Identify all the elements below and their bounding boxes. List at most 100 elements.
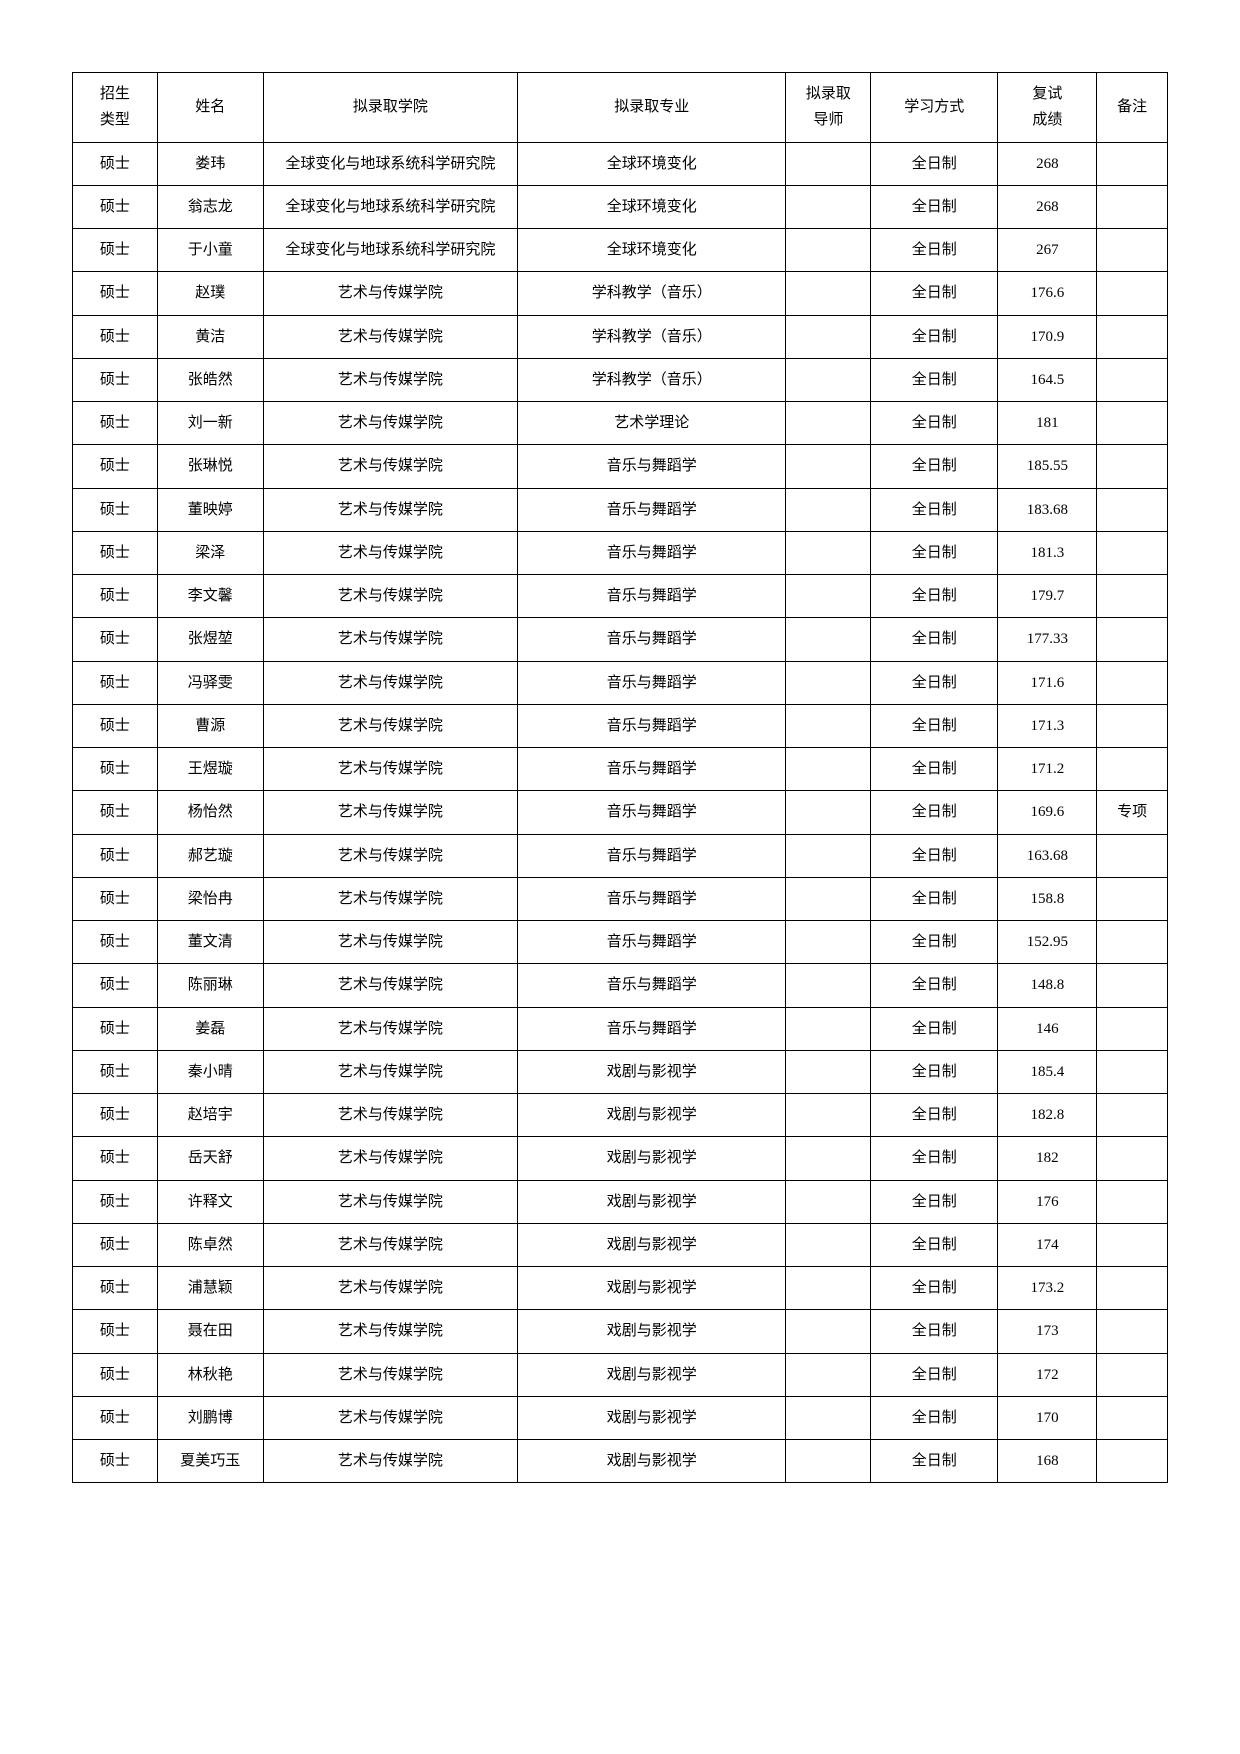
table-row: 硕士杨怡然艺术与传媒学院音乐与舞蹈学全日制169.6专项 [73, 791, 1168, 834]
cell-major: 音乐与舞蹈学 [518, 704, 786, 747]
cell-name: 聂在田 [157, 1310, 263, 1353]
header-major: 拟录取专业 [518, 73, 786, 143]
cell-major: 戏剧与影视学 [518, 1267, 786, 1310]
cell-mode: 全日制 [871, 488, 998, 531]
cell-advisor [786, 229, 871, 272]
table-row: 硕士刘一新艺术与传媒学院艺术学理论全日制181 [73, 402, 1168, 445]
cell-advisor [786, 272, 871, 315]
cell-major: 戏剧与影视学 [518, 1396, 786, 1439]
cell-mode: 全日制 [871, 1310, 998, 1353]
cell-mode: 全日制 [871, 185, 998, 228]
table-row: 硕士董映婷艺术与传媒学院音乐与舞蹈学全日制183.68 [73, 488, 1168, 531]
cell-mode: 全日制 [871, 1396, 998, 1439]
cell-name: 陈丽琳 [157, 964, 263, 1007]
cell-name: 赵璞 [157, 272, 263, 315]
cell-note [1097, 1137, 1168, 1180]
cell-note [1097, 488, 1168, 531]
cell-name: 娄玮 [157, 142, 263, 185]
cell-note [1097, 964, 1168, 1007]
cell-name: 赵培宇 [157, 1094, 263, 1137]
cell-mode: 全日制 [871, 402, 998, 445]
cell-advisor [786, 575, 871, 618]
header-college: 拟录取学院 [263, 73, 517, 143]
cell-type: 硕士 [73, 791, 158, 834]
cell-score: 174 [998, 1223, 1097, 1266]
cell-major: 戏剧与影视学 [518, 1050, 786, 1093]
cell-type: 硕士 [73, 964, 158, 1007]
cell-note [1097, 272, 1168, 315]
cell-major: 戏剧与影视学 [518, 1353, 786, 1396]
cell-advisor [786, 877, 871, 920]
cell-college: 艺术与传媒学院 [263, 531, 517, 574]
cell-advisor [786, 1440, 871, 1483]
cell-score: 182 [998, 1137, 1097, 1180]
cell-major: 全球环境变化 [518, 142, 786, 185]
cell-advisor [786, 358, 871, 401]
cell-major: 学科教学（音乐） [518, 272, 786, 315]
cell-advisor [786, 921, 871, 964]
cell-major: 戏剧与影视学 [518, 1137, 786, 1180]
table-row: 硕士冯驿雯艺术与传媒学院音乐与舞蹈学全日制171.6 [73, 661, 1168, 704]
cell-score: 171.2 [998, 748, 1097, 791]
table-row: 硕士许释文艺术与传媒学院戏剧与影视学全日制176 [73, 1180, 1168, 1223]
cell-note [1097, 531, 1168, 574]
cell-major: 音乐与舞蹈学 [518, 661, 786, 704]
cell-note [1097, 358, 1168, 401]
cell-type: 硕士 [73, 1396, 158, 1439]
table-row: 硕士王煜璇艺术与传媒学院音乐与舞蹈学全日制171.2 [73, 748, 1168, 791]
cell-mode: 全日制 [871, 1137, 998, 1180]
cell-score: 171.3 [998, 704, 1097, 747]
cell-college: 艺术与传媒学院 [263, 1396, 517, 1439]
cell-major: 音乐与舞蹈学 [518, 748, 786, 791]
cell-college: 艺术与传媒学院 [263, 1050, 517, 1093]
cell-type: 硕士 [73, 1267, 158, 1310]
table-row: 硕士张皓然艺术与传媒学院学科教学（音乐）全日制164.5 [73, 358, 1168, 401]
cell-score: 158.8 [998, 877, 1097, 920]
cell-type: 硕士 [73, 704, 158, 747]
cell-type: 硕士 [73, 1137, 158, 1180]
cell-type: 硕士 [73, 488, 158, 531]
cell-mode: 全日制 [871, 1267, 998, 1310]
cell-type: 硕士 [73, 618, 158, 661]
table-row: 硕士夏美巧玉艺术与传媒学院戏剧与影视学全日制168 [73, 1440, 1168, 1483]
table-row: 硕士陈卓然艺术与传媒学院戏剧与影视学全日制174 [73, 1223, 1168, 1266]
cell-score: 163.68 [998, 834, 1097, 877]
cell-type: 硕士 [73, 921, 158, 964]
cell-note [1097, 1223, 1168, 1266]
cell-major: 音乐与舞蹈学 [518, 531, 786, 574]
cell-advisor [786, 1007, 871, 1050]
cell-type: 硕士 [73, 315, 158, 358]
cell-name: 董映婷 [157, 488, 263, 531]
cell-score: 268 [998, 185, 1097, 228]
cell-college: 艺术与传媒学院 [263, 1137, 517, 1180]
cell-note [1097, 1440, 1168, 1483]
cell-type: 硕士 [73, 1353, 158, 1396]
cell-major: 戏剧与影视学 [518, 1440, 786, 1483]
cell-college: 艺术与传媒学院 [263, 1440, 517, 1483]
cell-note [1097, 315, 1168, 358]
cell-mode: 全日制 [871, 1007, 998, 1050]
cell-name: 陈卓然 [157, 1223, 263, 1266]
cell-college: 艺术与传媒学院 [263, 964, 517, 1007]
cell-name: 姜磊 [157, 1007, 263, 1050]
cell-score: 169.6 [998, 791, 1097, 834]
cell-name: 许释文 [157, 1180, 263, 1223]
table-row: 硕士梁怡冉艺术与传媒学院音乐与舞蹈学全日制158.8 [73, 877, 1168, 920]
cell-major: 音乐与舞蹈学 [518, 834, 786, 877]
cell-type: 硕士 [73, 1440, 158, 1483]
cell-mode: 全日制 [871, 142, 998, 185]
cell-name: 李文馨 [157, 575, 263, 618]
cell-advisor [786, 1223, 871, 1266]
cell-name: 林秋艳 [157, 1353, 263, 1396]
table-row: 硕士浦慧颖艺术与传媒学院戏剧与影视学全日制173.2 [73, 1267, 1168, 1310]
cell-score: 179.7 [998, 575, 1097, 618]
cell-score: 164.5 [998, 358, 1097, 401]
cell-college: 艺术与传媒学院 [263, 358, 517, 401]
cell-mode: 全日制 [871, 791, 998, 834]
cell-mode: 全日制 [871, 1050, 998, 1093]
cell-note [1097, 877, 1168, 920]
cell-advisor [786, 315, 871, 358]
table-header: 招生类型 姓名 拟录取学院 拟录取专业 拟录取导师 学习方式 复试成绩 备注 [73, 73, 1168, 143]
cell-note [1097, 748, 1168, 791]
cell-college: 艺术与传媒学院 [263, 1223, 517, 1266]
